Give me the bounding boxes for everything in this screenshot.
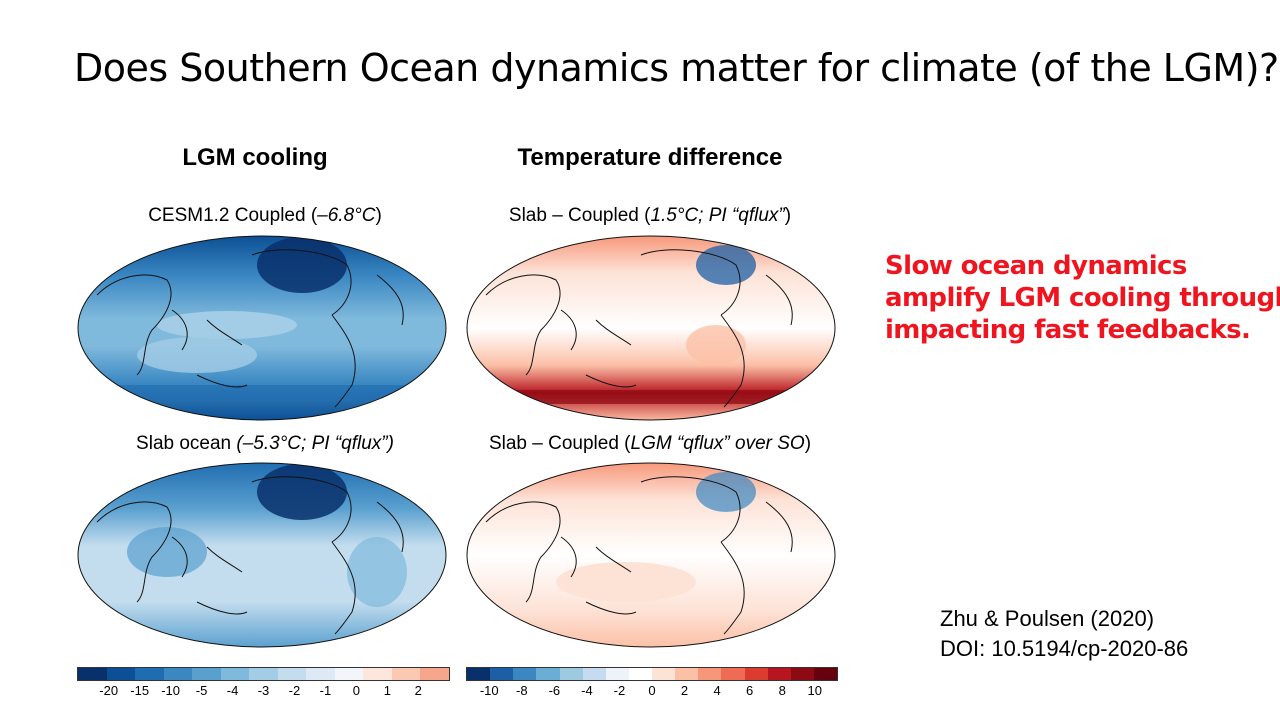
colorbar-segment (220, 668, 250, 680)
colorbar-tick-label: -8 (516, 683, 528, 698)
colorbar-segment (767, 668, 791, 680)
callout-line: impacting fast feedbacks. (885, 315, 1251, 345)
callout-line: amplify LGM cooling through (885, 283, 1280, 313)
colorbar-segment (675, 668, 699, 680)
colorbar-segment (559, 668, 583, 680)
colorbar-segment (106, 668, 136, 680)
colorbar-segment (192, 668, 221, 680)
colorbar-segment (306, 668, 335, 680)
colorbar-tick-label: -15 (130, 683, 150, 698)
colorbar-tick-label: -20 (99, 683, 119, 698)
colorbar-tick-label: 8 (778, 683, 786, 698)
colorbar-tick-label: -1 (319, 683, 332, 698)
colorbar-tick-label: -10 (161, 683, 181, 698)
colorbar-tick-label: 0 (352, 683, 360, 698)
slide-title: Does Southern Ocean dynamics matter for … (74, 46, 1279, 90)
colorbar-segment (698, 668, 722, 680)
map-difference-pi-qflux (466, 235, 836, 421)
colorbar-segment (135, 668, 164, 680)
colorbar-cooling-ticks: -20 -15 -10 -5 -4 -3 -2 -1 0 1 2 (77, 683, 450, 701)
map-label-top-right: Slab – Coupled (1.5°C; PI “qflux”) (508, 205, 792, 226)
colorbar-tick-label: -5 (195, 683, 208, 698)
colorbar-segment (628, 668, 652, 680)
left-column-heading: LGM cooling (182, 144, 328, 171)
colorbar-tick-label: 0 (648, 683, 656, 698)
citation-doi: DOI: 10.5194/cp-2020-86 (940, 636, 1189, 661)
callout-line: Slow ocean dynamics (885, 251, 1187, 281)
colorbar-segment (605, 668, 629, 680)
map-slab-cooling (77, 462, 447, 648)
colorbar-segment (163, 668, 193, 680)
colorbar-segment (334, 668, 364, 680)
colorbar-segment (363, 668, 392, 680)
colorbar-tick-label: 4 (713, 683, 721, 698)
colorbar-segment (721, 668, 745, 680)
colorbar-segment (813, 668, 837, 680)
citation: Zhu & Poulsen (2020) DOI: 10.5194/cp-202… (940, 604, 1188, 664)
colorbar-tick-label: -3 (257, 683, 270, 698)
colorbar-tick-label: -10 (479, 683, 499, 698)
colorbar-tick-label: -2 (288, 683, 301, 698)
colorbar-difference (466, 667, 838, 681)
colorbar-segment (490, 668, 514, 680)
colorbar-segment (582, 668, 606, 680)
citation-authors: Zhu & Poulsen (2020) (940, 606, 1155, 631)
colorbar-segment (249, 668, 278, 680)
colorbar-segment (420, 668, 449, 680)
colorbar-tick-label: 2 (680, 683, 689, 698)
colorbar-segment (467, 668, 491, 680)
colorbar-difference-ticks: -10 -8 -6 -4 -2 0 2 4 6 8 10 (466, 683, 838, 701)
colorbar-tick-label: 6 (746, 683, 754, 698)
colorbar-segment (536, 668, 560, 680)
colorbar-tick-label: 2 (414, 683, 422, 698)
map-coupled-cooling (77, 235, 447, 421)
colorbar-tick-label: -4 (581, 683, 593, 698)
colorbar-segment (78, 668, 107, 680)
colorbar-tick-label: 1 (383, 683, 391, 698)
map-label-top-left: CESM1.2 Coupled (–6.8°C) (148, 205, 382, 226)
callout-text: Slow ocean dynamics amplify LGM cooling … (885, 250, 1280, 346)
colorbar-segment (277, 668, 307, 680)
colorbar-tick-label: 10 (807, 683, 822, 698)
map-difference-lgm-qflux (466, 462, 836, 648)
colorbar-tick-label: -4 (226, 683, 239, 698)
colorbar-segment (744, 668, 768, 680)
colorbar-tick-label: -2 (613, 683, 626, 698)
map-label-bottom-right: Slab – Coupled (LGM “qflux” over SO) (488, 433, 812, 454)
map-label-bottom-left: Slab ocean (–5.3°C; PI “qflux”) (136, 433, 394, 454)
colorbar-segment (391, 668, 421, 680)
colorbar-cooling (77, 667, 450, 681)
colorbar-segment (513, 668, 537, 680)
colorbar-tick-label: -6 (548, 683, 561, 698)
colorbar-segment (790, 668, 814, 680)
right-column-heading: Temperature difference (517, 144, 783, 171)
colorbar-segment (652, 668, 676, 680)
